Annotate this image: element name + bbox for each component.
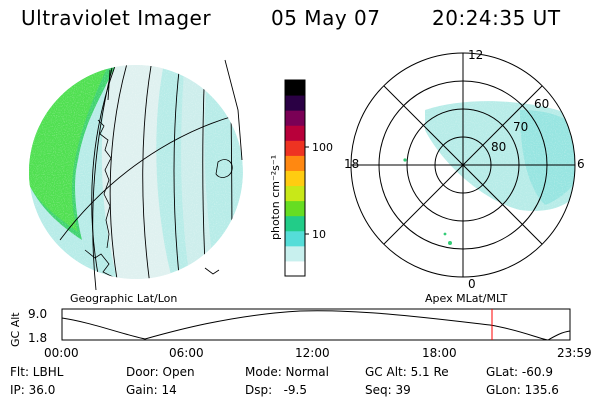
colorbar-segment [285, 200, 305, 217]
colorbar-unit-label: photon cm⁻²s⁻¹ [269, 155, 282, 240]
status-glat: GLat: -60.9 [486, 365, 553, 379]
colorbar-segment [285, 125, 305, 141]
time-tick-0600: 06:00 [169, 346, 204, 360]
status-flt: Flt: LBHL [10, 365, 64, 379]
colorbar-segment [285, 215, 305, 232]
status-door: Door: Open [126, 365, 195, 379]
polar-grid [350, 52, 576, 278]
time-tick-0000: 00:00 [44, 346, 79, 360]
status-dsp: Dsp: -9.5 [245, 383, 308, 397]
mlat-label-80: 80 [491, 140, 506, 154]
colorbar-segment [285, 230, 305, 247]
mlt-label-18: 18 [344, 157, 359, 171]
geographic-image-panel [29, 59, 243, 291]
image-time: 20:24:35 UT [432, 6, 561, 30]
color-scale-bar: 100 10 photon cm⁻²s⁻¹ [269, 79, 333, 277]
polar-mlat-mlt-panel: 12 18 6 0 60 70 80 [344, 48, 585, 291]
colorbar-tick-10: 10 [312, 228, 326, 241]
mlat-label-60: 60 [534, 97, 549, 111]
mlt-label-6: 6 [577, 157, 585, 171]
instrument-title: Ultraviolet Imager [21, 6, 212, 30]
apex-caption: Apex MLat/MLT [425, 292, 508, 305]
colorbar-segment [285, 80, 305, 96]
status-mode: Mode: Normal [245, 365, 329, 379]
status-ip: IP: 36.0 [10, 383, 56, 397]
image-date: 05 May 07 [271, 6, 381, 30]
colorbar-segment [285, 245, 305, 262]
mlt-label-12: 12 [468, 48, 483, 62]
geographic-caption: Geographic Lat/Lon [70, 292, 177, 305]
altitude-axis-label: GC Alt [9, 312, 22, 347]
altitude-strip-chart: GC Alt 9.0 1.8 00:00 06:00 12:00 18:00 2… [9, 307, 592, 360]
time-tick-2359: 23:59 [557, 346, 592, 360]
colorbar-tick-100: 100 [312, 141, 333, 154]
colorbar-segment [285, 170, 305, 187]
time-tick-1200: 12:00 [295, 346, 330, 360]
colorbar-segment [285, 185, 305, 202]
colorbar-segment [285, 155, 305, 171]
colorbar-segment [285, 140, 305, 156]
altitude-curve [61, 310, 571, 341]
colorbar-segment [285, 95, 305, 111]
status-seq: Seq: 39 [365, 383, 411, 397]
mlat-label-70: 70 [513, 120, 528, 134]
status-gc-alt: GC Alt: 5.1 Re [365, 365, 449, 379]
altitude-tick-1-8: 1.8 [28, 331, 47, 345]
mlt-label-0: 0 [468, 277, 476, 291]
colorbar-segment [285, 110, 305, 126]
status-gain: Gain: 14 [126, 383, 177, 397]
altitude-tick-9: 9.0 [28, 307, 47, 321]
status-glon: GLon: 135.6 [486, 383, 559, 397]
time-tick-1800: 18:00 [422, 346, 457, 360]
colorbar-segment [285, 260, 305, 277]
